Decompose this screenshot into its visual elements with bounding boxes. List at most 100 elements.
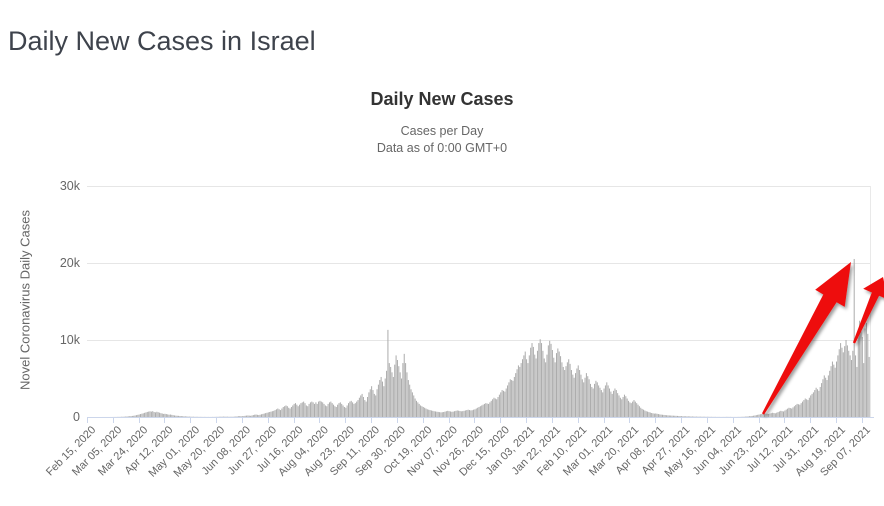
daily-cases-bar[interactable] bbox=[353, 403, 355, 417]
daily-cases-bar[interactable] bbox=[417, 402, 419, 417]
daily-cases-bar[interactable] bbox=[254, 414, 256, 417]
daily-cases-bar[interactable] bbox=[403, 353, 405, 417]
daily-cases-bar[interactable] bbox=[545, 362, 547, 417]
daily-cases-bar[interactable] bbox=[849, 355, 851, 417]
daily-cases-bar[interactable] bbox=[432, 410, 434, 417]
daily-cases-bar[interactable] bbox=[466, 410, 468, 417]
daily-cases-bar[interactable] bbox=[282, 406, 284, 417]
daily-cases-bar[interactable] bbox=[558, 351, 560, 417]
daily-cases-bar[interactable] bbox=[655, 413, 657, 417]
daily-cases-bar[interactable] bbox=[456, 410, 458, 417]
daily-cases-bar[interactable] bbox=[581, 379, 583, 417]
daily-cases-bar[interactable] bbox=[305, 405, 307, 417]
daily-cases-bar[interactable] bbox=[691, 416, 693, 418]
daily-cases-bar[interactable] bbox=[615, 390, 617, 417]
daily-cases-bar[interactable] bbox=[840, 343, 842, 417]
daily-cases-bar[interactable] bbox=[852, 350, 854, 417]
daily-cases-bar[interactable] bbox=[651, 413, 653, 417]
daily-cases-bar[interactable] bbox=[652, 413, 654, 417]
daily-cases-bar[interactable] bbox=[769, 413, 771, 417]
daily-cases-bar[interactable] bbox=[126, 416, 128, 417]
daily-cases-bar[interactable] bbox=[603, 388, 605, 417]
daily-cases-bar[interactable] bbox=[636, 403, 638, 417]
daily-cases-bar[interactable] bbox=[625, 396, 627, 417]
daily-cases-bar[interactable] bbox=[296, 404, 298, 417]
daily-cases-bar[interactable] bbox=[475, 408, 477, 417]
daily-cases-bar[interactable] bbox=[341, 403, 343, 417]
daily-cases-bar[interactable] bbox=[602, 392, 604, 417]
daily-cases-bar[interactable] bbox=[334, 406, 336, 417]
daily-cases-bar[interactable] bbox=[859, 320, 861, 417]
daily-cases-bar[interactable] bbox=[315, 402, 317, 417]
daily-cases-bar[interactable] bbox=[383, 386, 385, 417]
daily-cases-bar[interactable] bbox=[127, 416, 129, 417]
daily-cases-bar[interactable] bbox=[243, 416, 245, 417]
daily-cases-bar[interactable] bbox=[410, 389, 412, 417]
daily-cases-bar[interactable] bbox=[176, 415, 178, 417]
daily-cases-bar[interactable] bbox=[502, 390, 504, 417]
daily-cases-bar[interactable] bbox=[244, 415, 246, 417]
daily-cases-bar[interactable] bbox=[149, 411, 151, 417]
daily-cases-bar[interactable] bbox=[288, 407, 290, 417]
daily-cases-bar[interactable] bbox=[418, 403, 420, 417]
daily-cases-bars[interactable] bbox=[87, 186, 870, 417]
daily-cases-bar[interactable] bbox=[526, 359, 528, 417]
daily-cases-bar[interactable] bbox=[266, 412, 268, 417]
daily-cases-bar[interactable] bbox=[648, 412, 650, 417]
daily-cases-bar[interactable] bbox=[679, 416, 681, 417]
daily-cases-bar[interactable] bbox=[145, 412, 147, 417]
daily-cases-bar[interactable] bbox=[435, 411, 437, 417]
daily-cases-bar[interactable] bbox=[152, 411, 154, 417]
daily-cases-bar[interactable] bbox=[270, 411, 272, 417]
daily-cases-bar[interactable] bbox=[530, 347, 532, 417]
daily-cases-bar[interactable] bbox=[294, 403, 296, 417]
daily-cases-bar[interactable] bbox=[150, 411, 152, 417]
daily-cases-bar[interactable] bbox=[267, 412, 269, 417]
daily-cases-bar[interactable] bbox=[488, 403, 490, 417]
daily-cases-bar[interactable] bbox=[519, 366, 521, 417]
daily-cases-bar[interactable] bbox=[788, 407, 790, 417]
daily-cases-bar[interactable] bbox=[386, 370, 388, 417]
daily-cases-bar[interactable] bbox=[280, 410, 282, 417]
daily-cases-bar[interactable] bbox=[666, 415, 668, 417]
daily-cases-bar[interactable] bbox=[447, 410, 449, 417]
daily-cases-bar[interactable] bbox=[299, 404, 301, 417]
daily-cases-bar[interactable] bbox=[686, 416, 688, 417]
daily-cases-bar[interactable] bbox=[531, 343, 533, 417]
daily-cases-bar[interactable] bbox=[759, 414, 761, 417]
daily-cases-bar[interactable] bbox=[513, 376, 515, 417]
daily-cases-bar[interactable] bbox=[331, 403, 333, 417]
daily-cases-bar[interactable] bbox=[459, 410, 461, 417]
daily-cases-bar[interactable] bbox=[778, 411, 780, 417]
daily-cases-bar[interactable] bbox=[770, 413, 772, 417]
daily-cases-bar[interactable] bbox=[441, 412, 443, 417]
daily-cases-bar[interactable] bbox=[507, 385, 509, 417]
daily-cases-bar[interactable] bbox=[580, 374, 582, 417]
daily-cases-bar[interactable] bbox=[131, 415, 133, 417]
daily-cases-bar[interactable] bbox=[621, 399, 623, 417]
daily-cases-bar[interactable] bbox=[539, 339, 541, 417]
daily-cases-bar[interactable] bbox=[327, 403, 329, 417]
daily-cases-bar[interactable] bbox=[142, 413, 144, 417]
daily-cases-bar[interactable] bbox=[815, 387, 817, 417]
daily-cases-bar[interactable] bbox=[182, 416, 184, 417]
daily-cases-bar[interactable] bbox=[623, 394, 625, 417]
daily-cases-bar[interactable] bbox=[500, 392, 502, 417]
daily-cases-bar[interactable] bbox=[572, 374, 574, 417]
daily-cases-bar[interactable] bbox=[649, 412, 651, 417]
daily-cases-bar[interactable] bbox=[855, 355, 857, 417]
daily-cases-bar[interactable] bbox=[632, 401, 634, 417]
daily-cases-bar[interactable] bbox=[392, 376, 394, 417]
daily-cases-bar[interactable] bbox=[278, 409, 280, 417]
daily-cases-bar[interactable] bbox=[415, 400, 417, 417]
daily-cases-bar[interactable] bbox=[311, 401, 313, 417]
daily-cases-bar[interactable] bbox=[468, 410, 470, 417]
daily-cases-bar[interactable] bbox=[633, 400, 635, 417]
daily-cases-bar[interactable] bbox=[312, 402, 314, 417]
daily-cases-bar[interactable] bbox=[346, 405, 348, 417]
daily-cases-bar[interactable] bbox=[747, 416, 749, 417]
daily-cases-bar[interactable] bbox=[751, 415, 753, 417]
daily-cases-bar[interactable] bbox=[324, 405, 326, 417]
daily-cases-bar[interactable] bbox=[133, 415, 135, 417]
daily-cases-bar[interactable] bbox=[163, 413, 165, 417]
